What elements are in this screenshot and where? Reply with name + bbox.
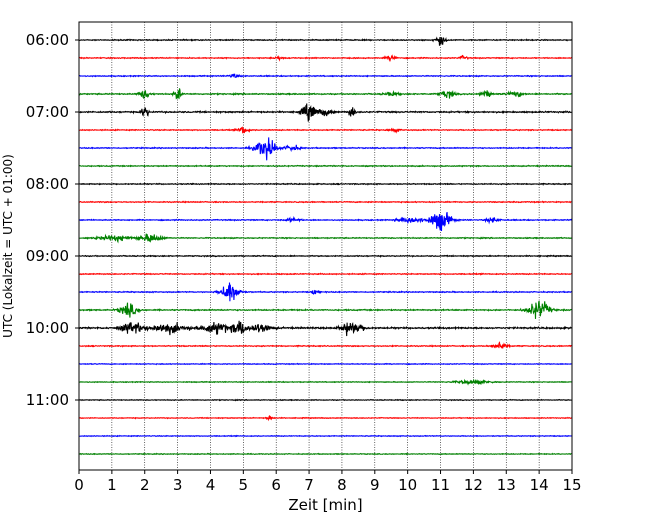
x-tick-label: 4 [206, 476, 216, 494]
seismic-traces [78, 36, 572, 456]
x-tick-label: 5 [239, 476, 249, 494]
plot-frame [78, 21, 573, 471]
trace-line [79, 398, 572, 402]
x-tick-label: 10 [398, 476, 417, 494]
trace-line [79, 54, 572, 62]
trace-line [79, 341, 572, 349]
trace-line [79, 212, 572, 232]
y-axis-label: UTC (Lokalzeit = UTC + 01:00) [1, 154, 15, 338]
x-tick-label: 15 [562, 476, 581, 494]
y-tick-label: 10:00 [26, 319, 69, 337]
trace-line [79, 300, 572, 319]
trace-line [79, 415, 572, 422]
trace-line [79, 126, 572, 134]
x-axis-label: Zeit [min] [288, 496, 362, 514]
x-tick-label: 2 [140, 476, 150, 494]
grid-lines [111, 22, 540, 470]
x-tick-label: 0 [74, 476, 84, 494]
x-tick-label: 8 [337, 476, 347, 494]
trace-line [79, 434, 572, 438]
trace-line [79, 378, 572, 386]
x-tick-label: 13 [497, 476, 516, 494]
trace-line [79, 182, 572, 187]
trace-line [79, 362, 572, 366]
y-axis-ticks: 06:00 07:00 08:00 09:00 10:00 11:00 [26, 31, 79, 409]
y-tick-label: 08:00 [26, 175, 69, 193]
trace-line [79, 452, 572, 456]
trace-line [79, 137, 572, 161]
y-tick-label: 07:00 [26, 103, 69, 121]
trace-line [79, 73, 572, 78]
x-tick-label: 9 [370, 476, 380, 494]
x-tick-label: 11 [431, 476, 450, 494]
trace-line [78, 320, 572, 337]
trace-line [79, 272, 572, 276]
x-tick-label: 14 [530, 476, 549, 494]
trace-line [79, 282, 572, 302]
y-tick-label: 06:00 [26, 31, 69, 49]
trace-line [79, 233, 572, 244]
x-tick-label: 3 [173, 476, 183, 494]
x-tick-label: 1 [107, 476, 117, 494]
y-tick-label: 09:00 [26, 247, 69, 265]
trace-line [79, 103, 572, 122]
trace-line [79, 164, 572, 168]
trace-line [79, 36, 572, 46]
x-tick-label: 6 [271, 476, 281, 494]
x-axis-ticks: 0 1 2 3 4 5 6 7 8 9 10 11 12 13 14 15 [74, 470, 582, 494]
y-tick-label: 11:00 [26, 391, 69, 409]
trace-line [79, 200, 572, 204]
x-tick-label: 7 [304, 476, 314, 494]
trace-line [79, 88, 572, 100]
x-tick-label: 12 [464, 476, 483, 494]
trace-line [79, 254, 572, 258]
